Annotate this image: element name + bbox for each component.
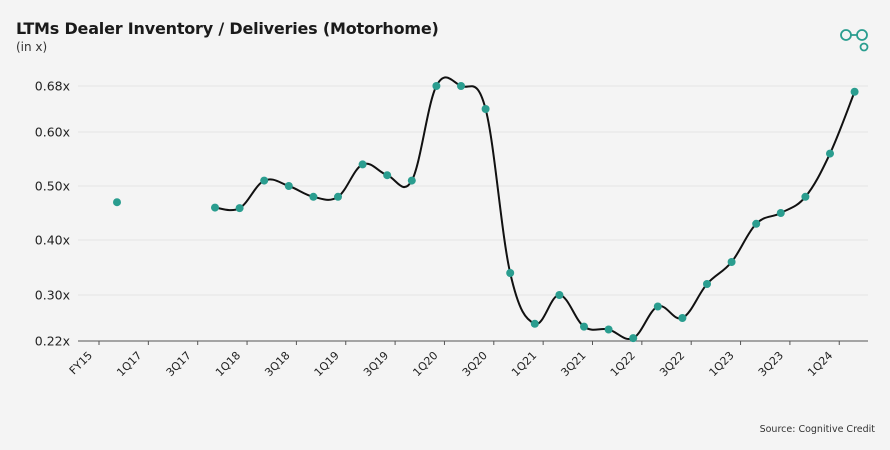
- data-point-3Q18: [284, 182, 293, 190]
- x-tick-label: 1Q21: [509, 349, 539, 379]
- chart-title: LTMs Dealer Inventory / Deliveries (Moto…: [16, 19, 439, 38]
- data-point-2Q24: [850, 87, 859, 96]
- data-point-3Q19: [383, 171, 392, 180]
- x-tick-label: 3Q21: [558, 349, 588, 379]
- x-axis: FY15 1Q17 3Q17 1Q18 3Q18 1Q19 3Q19 1Q20 3Q20 1Q21…: [67, 341, 840, 379]
- x-tick-label: 1Q17: [114, 349, 144, 379]
- data-point-1Q22: [629, 334, 638, 343]
- data-point-1Q18: [235, 204, 244, 213]
- chart-subtitle: (in x): [16, 40, 48, 54]
- data-point-4Q20: [506, 269, 515, 277]
- data-point-4Q23: [801, 192, 810, 201]
- data-point-4Q21: [604, 325, 613, 334]
- x-tick-label: 3Q18: [262, 349, 292, 379]
- x-tick-label: 3Q19: [361, 349, 391, 379]
- data-point-4Q17: [211, 203, 219, 212]
- y-tick-label: 0.50x: [35, 179, 70, 194]
- series-line: [214, 76, 856, 341]
- data-point-2Q19: [358, 160, 367, 169]
- x-tick-label: 3Q22: [657, 349, 687, 379]
- data-point-2Q23: [752, 219, 761, 228]
- data-point-2Q18: [260, 176, 269, 185]
- data-point-1Q23: [727, 258, 736, 266]
- y-tick-label: 0.22x: [35, 334, 70, 349]
- x-tick-label: 1Q19: [312, 349, 342, 379]
- data-markers: [113, 82, 859, 343]
- data-point-2Q21: [555, 291, 564, 299]
- data-point-1Q20: [432, 82, 441, 90]
- x-tick-label: 3Q20: [460, 349, 490, 379]
- data-point-3Q22: [678, 314, 687, 322]
- x-tick-label: 1Q24: [805, 349, 835, 379]
- data-point-2Q20: [457, 82, 465, 90]
- x-tick-label: FY15: [67, 349, 95, 377]
- data-point-1Q21: [530, 319, 539, 328]
- x-tick-label: 1Q18: [213, 349, 243, 379]
- data-point-1Q19: [334, 192, 342, 201]
- data-point-2Q22: [653, 302, 662, 311]
- source-note: Source: Cognitive Credit: [759, 424, 875, 435]
- x-tick-label: 1Q23: [707, 349, 737, 379]
- y-tick-label: 0.60x: [35, 125, 70, 140]
- x-tick-label: 1Q20: [410, 349, 440, 379]
- y-tick-label: 0.30x: [35, 288, 70, 303]
- data-point-3Q21: [580, 322, 588, 331]
- x-tick-label: 1Q22: [608, 349, 638, 379]
- data-point-4Q22: [703, 280, 711, 288]
- data-point-3Q23: [776, 209, 785, 217]
- y-axis: 0.22x 0.30x 0.40x 0.50x 0.60x 0.68x: [35, 79, 70, 349]
- data-point-3Q20: [481, 105, 490, 113]
- gridlines: [78, 85, 868, 342]
- cognitive-credit-logo-icon: [840, 29, 869, 52]
- data-point-4Q18: [309, 192, 318, 201]
- y-tick-label: 0.68x: [35, 79, 70, 94]
- data-point-FY15: [113, 198, 121, 207]
- y-tick-label: 0.40x: [35, 233, 70, 248]
- data-point-1Q24: [826, 149, 834, 158]
- x-tick-label: 3Q17: [164, 349, 194, 379]
- data-point-4Q19: [407, 176, 416, 185]
- x-tick-label: 3Q23: [756, 349, 786, 379]
